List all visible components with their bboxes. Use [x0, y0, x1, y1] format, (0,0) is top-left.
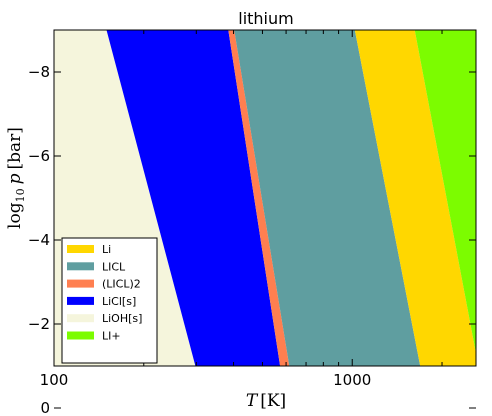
region-li — [414, 30, 476, 354]
legend: Li LICL (LICL)2 LiCl[s] LiOH[s] LI+ — [61, 237, 158, 364]
legend-swatch-licl-s — [67, 296, 94, 305]
y-tick-label: −2 — [28, 315, 50, 333]
axis-ticks: 100 1000 −8 −6 −4 −2 0 — [28, 30, 476, 416]
x-tick-label: 100 — [40, 371, 69, 389]
region-licl — [234, 30, 421, 366]
legend-label-licl-2: (LICL)2 — [102, 278, 141, 291]
legend-swatch-li — [67, 331, 94, 340]
legend-swatch-li — [67, 245, 94, 253]
legend-label-lioh-s: LiOH[s] — [102, 312, 142, 325]
legend-label-licl-s: LiCl[s] — [102, 295, 136, 308]
legend-swatch-licl — [67, 262, 94, 271]
x-axis-variable: T — [246, 391, 259, 411]
legend-swatch-lioh-s — [67, 314, 94, 323]
plot-frame — [53, 29, 477, 367]
y-axis-variable: p — [5, 173, 25, 184]
legend-label-li: Li — [102, 243, 111, 256]
legend-label-li: LI+ — [102, 330, 121, 343]
region-licl-s — [106, 30, 281, 366]
y-tick-label: −8 — [28, 63, 50, 81]
legend-swatch-licl-2 — [67, 279, 94, 288]
x-axis-label: T [K] — [246, 391, 286, 411]
y-tick-label: 0 — [40, 399, 50, 416]
y-axis-log: log — [5, 202, 25, 229]
y-tick-label: −4 — [28, 231, 50, 249]
x-tick-label: 1000 — [333, 371, 371, 389]
legend-label-licl: LICL — [102, 260, 126, 273]
x-axis-unit: [K] — [260, 391, 286, 411]
y-axis-unit: [bar] — [5, 127, 25, 169]
y-axis-log-base: 10 — [14, 188, 27, 202]
y-tick-label: −6 — [28, 147, 50, 165]
region-licl-2 — [228, 30, 290, 366]
y-axis-label: log10 p [bar] — [5, 127, 27, 229]
chart-title: lithium — [238, 9, 293, 28]
region-li — [354, 30, 476, 366]
